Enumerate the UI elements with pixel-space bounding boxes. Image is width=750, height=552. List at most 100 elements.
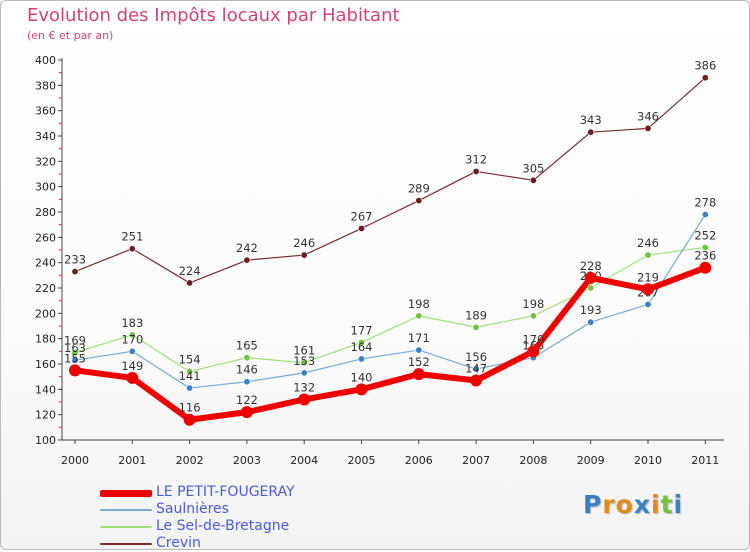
y-tick-label: 380 [35,79,56,92]
data-point-saulnieres [587,318,595,326]
data-point-crevin [587,128,595,136]
data-label-le-sel-de-bretagne: 161 [293,344,315,358]
logo-letter: x [633,490,651,519]
series-line-le-petit-fougeray [72,264,709,423]
data-label-le-sel-de-bretagne: 198 [408,297,430,311]
legend-label: Saulnières [156,501,229,517]
data-point-crevin [529,176,537,184]
data-label-crevin: 343 [580,113,602,127]
data-point-saulnieres [186,384,194,392]
data-point-le-petit-fougeray [240,406,253,419]
legend-label: LE PETIT-FOUGERAY [156,484,295,500]
data-point-le-sel-de-bretagne [186,368,194,376]
data-label-crevin: 386 [694,59,716,73]
logo-letter: i [651,490,661,519]
data-label-le-petit-fougeray: 147 [465,361,487,375]
data-label-crevin: 289 [408,182,430,196]
y-tick-label: 260 [35,231,56,244]
data-label-crevin: 267 [351,209,373,223]
data-point-crevin [300,251,308,259]
y-tick-label: 180 [35,333,56,346]
x-tick-label: 2001 [118,454,146,467]
data-point-crevin [243,256,251,264]
data-label-crevin: 251 [121,230,143,244]
y-tick-label: 240 [35,257,56,270]
data-point-le-sel-de-bretagne [472,323,480,331]
data-point-saulnieres [701,211,709,219]
data-label-le-petit-fougeray: 228 [580,259,602,273]
data-point-le-petit-fougeray [183,413,196,426]
data-label-le-petit-fougeray: 132 [293,380,315,394]
y-tick-label: 160 [35,358,56,371]
data-point-le-petit-fougeray [126,371,139,384]
data-point-saulnieres [644,300,652,308]
data-point-le-sel-de-bretagne [644,251,652,259]
data-point-saulnieres [128,347,136,355]
data-point-le-petit-fougeray [355,383,368,396]
legend-label: Le Sel-de-Bretagne [156,518,290,534]
data-label-le-petit-fougeray: 149 [121,359,143,373]
data-point-le-sel-de-bretagne [243,354,251,362]
chart-subtitle: (en € et par an) [27,29,114,42]
data-point-crevin [71,268,79,276]
data-label-le-sel-de-bretagne: 252 [694,228,716,242]
logo-letter: t [660,490,674,519]
data-point-le-sel-de-bretagne [701,243,709,251]
data-point-le-sel-de-bretagne [128,331,136,339]
data-label-le-sel-de-bretagne: 169 [64,334,86,348]
y-tick-label: 120 [35,409,56,422]
data-label-le-petit-fougeray: 152 [408,355,430,369]
data-label-crevin: 305 [522,161,544,175]
legend-label: Crevin [156,535,201,551]
data-point-le-sel-de-bretagne [300,359,308,367]
x-tick-label: 2002 [176,454,204,467]
data-label-saulnieres: 153 [293,354,315,368]
legend-swatch [100,490,152,497]
x-tick-label: 2000 [61,454,89,467]
y-tick-label: 300 [35,181,56,194]
data-point-le-petit-fougeray [527,345,540,358]
data-label-saulnieres: 170 [121,332,143,346]
x-tick-label: 2010 [634,454,662,467]
logo-letter: i [673,490,684,519]
data-label-le-petit-fougeray: 155 [64,351,86,365]
data-label-saulnieres: 171 [408,331,430,345]
y-tick-label: 400 [35,54,56,67]
data-point-crevin [186,279,194,287]
data-point-le-sel-de-bretagne [529,312,537,320]
data-point-saulnieres [71,356,79,364]
logo-letter: o [615,490,634,519]
chart-title: Evolution des Impôts locaux par Habitant [27,5,400,26]
y-tick-label: 220 [35,282,56,295]
data-label-saulnieres: 164 [351,340,373,354]
data-point-saulnieres [357,355,365,363]
data-label-saulnieres: 193 [580,303,602,317]
data-label-crevin: 242 [236,241,258,255]
data-label-le-petit-fougeray: 219 [637,270,659,284]
legend-swatch [100,526,152,528]
data-label-le-petit-fougeray: 122 [236,393,258,407]
data-point-crevin [472,167,480,175]
x-tick-label: 2005 [348,454,376,467]
data-label-saulnieres: 146 [236,363,258,377]
x-tick-label: 2003 [233,454,261,467]
legend-swatch [100,509,152,511]
data-label-le-sel-de-bretagne: 177 [351,323,373,337]
data-label-saulnieres: 278 [694,196,716,210]
data-label-le-sel-de-bretagne: 189 [465,308,487,322]
data-point-saulnieres [415,346,423,354]
data-label-saulnieres: 163 [64,341,86,355]
data-point-crevin [128,245,136,253]
data-point-le-petit-fougeray [584,271,597,284]
data-point-saulnieres [300,369,308,377]
legend-swatch [100,543,152,545]
data-label-saulnieres: 156 [465,350,487,364]
data-point-le-petit-fougeray [298,393,311,406]
y-tick-label: 200 [35,307,56,320]
data-point-le-petit-fougeray [470,374,483,387]
data-label-crevin: 312 [465,152,487,166]
y-tick-label: 340 [35,130,56,143]
data-point-le-petit-fougeray [69,364,81,377]
